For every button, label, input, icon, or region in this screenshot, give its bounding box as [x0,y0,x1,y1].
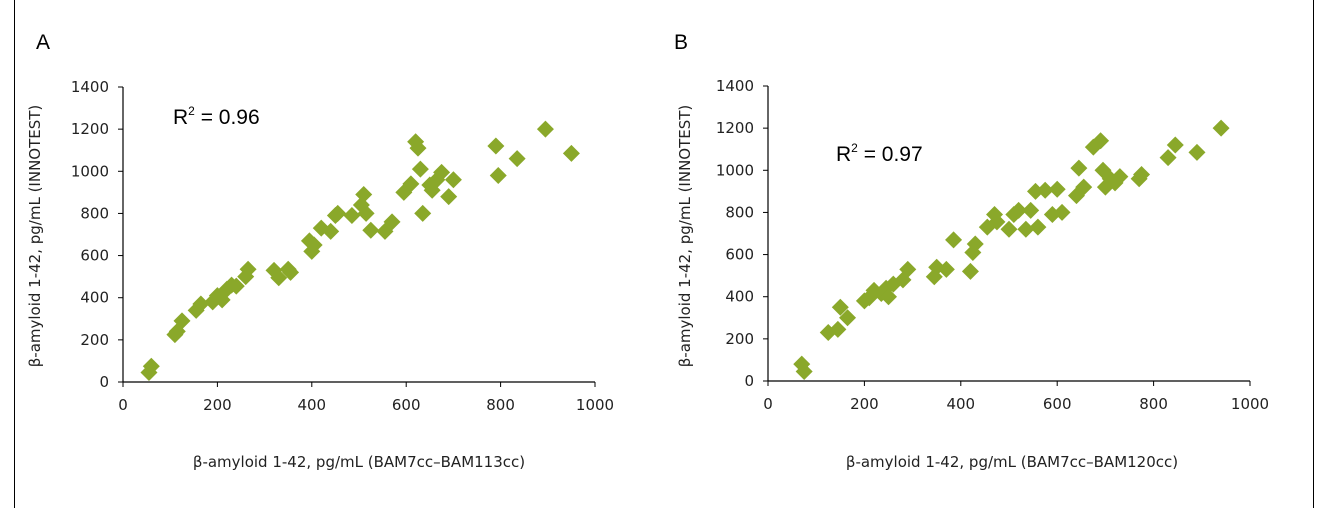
data-point-b [1075,178,1093,196]
y-tick-label: 800 [80,204,109,222]
data-point-a [227,277,245,295]
data-point-b [988,213,1006,231]
y-tick-label: 1400 [716,77,754,95]
data-point-a [508,150,526,168]
data-point-a [440,188,458,206]
data-point-b [1027,182,1045,200]
data-point-a [142,357,160,375]
y-tick-label: 400 [725,288,754,306]
panel-label-a: A [36,31,50,54]
x-tick-label: 400 [946,395,975,413]
scatter-plot-a: 0 200 400 600 800 1000 1200 1400 0 200 400 600 800 10… [71,78,614,414]
data-point-b [1212,119,1230,137]
data-point-b [1092,132,1110,150]
data-point-a [409,139,427,157]
figure-frame [14,0,1314,508]
x-tick-label: 800 [1139,395,1168,413]
x-tick-label: 0 [763,395,773,413]
data-point-a [383,213,401,231]
data-point-a [536,120,554,138]
data-point-b [899,260,917,278]
y-tick-label: 800 [725,203,754,221]
data-point-b [1010,201,1028,219]
data-point-a [444,171,462,189]
data-point-a [411,160,429,178]
x-axis-label-a: β-amyloid 1-42, pg/mL (BAM7cc–BAM113cc) [193,453,525,471]
data-point-a [487,137,505,155]
data-point-b [829,320,847,338]
data-point-b [1111,168,1129,186]
y-tick-label: 1400 [71,78,109,96]
data-point-b [966,235,984,253]
data-point-a [355,185,373,203]
x-tick-label: 0 [118,396,128,414]
data-point-b [937,260,955,278]
data-point-a [192,295,210,313]
y-axis-label-b: β-amyloid 1-42, pg/mL (INNOTEST) [676,105,694,368]
y-tick-label: 1200 [716,119,754,137]
data-point-a [322,222,340,240]
data-point-b [945,231,963,249]
x-tick-label: 1000 [1231,395,1269,413]
data-point-b [795,363,813,381]
data-point-a [402,175,420,193]
y-tick-label: 1200 [71,120,109,138]
data-point-b [1017,220,1035,238]
data-point-b [839,309,857,327]
data-point-b [1070,159,1088,177]
y-tick-label: 1000 [716,161,754,179]
data-point-a [282,263,300,281]
data-point-b [1133,166,1151,183]
data-point-b [831,298,849,316]
data-point-a [270,269,288,287]
x-tick-label: 600 [1043,395,1072,413]
data-point-a [239,260,257,278]
x-tick-label: 200 [850,395,879,413]
data-point-a [433,163,451,181]
x-tick-label: 200 [203,396,232,414]
r-squared-a: R2 = 0.96 [173,104,260,129]
panel-label-b: B [674,31,688,54]
data-point-b [1053,203,1071,221]
data-point-b [1166,136,1184,154]
data-point-b [1188,143,1206,161]
data-point-a [173,312,191,330]
data-point-a [343,207,361,225]
data-point-a [357,204,375,222]
y-tick-label: 600 [725,246,754,264]
data-point-b [1048,180,1066,198]
x-axis-label-b: β-amyloid 1-42, pg/mL (BAM7cc–BAM120cc) [846,453,1178,471]
data-point-a [414,204,432,222]
y-tick-label: 200 [725,330,754,348]
scatter-plot-b: 0 200 400 600 800 1000 1200 1400 0 200 400 600 800 10… [716,77,1269,413]
y-tick-label: 600 [80,247,109,265]
x-tick-label: 1000 [576,396,614,414]
x-tick-label: 800 [486,396,515,414]
data-point-b [1022,201,1040,219]
r-squared-b: R2 = 0.97 [836,141,923,166]
y-axis-label-a: β-amyloid 1-42, pg/mL (INNOTEST) [26,105,44,368]
y-tick-label: 400 [80,289,109,307]
y-tick-label: 0 [99,373,109,391]
data-point-a [562,144,580,162]
data-point-a [305,236,323,254]
y-tick-label: 0 [744,372,754,390]
y-tick-label: 1000 [71,162,109,180]
data-point-a [329,204,347,222]
data-point-a [489,167,507,184]
data-point-b [1159,149,1177,167]
data-point-b [961,262,979,280]
x-tick-label: 400 [297,396,326,414]
data-point-b [1036,181,1054,199]
data-point-b [1029,218,1047,236]
y-tick-label: 200 [80,331,109,349]
data-point-b [1000,220,1018,238]
x-tick-label: 600 [392,396,421,414]
data-point-a [362,221,380,239]
data-point-b [880,288,897,306]
